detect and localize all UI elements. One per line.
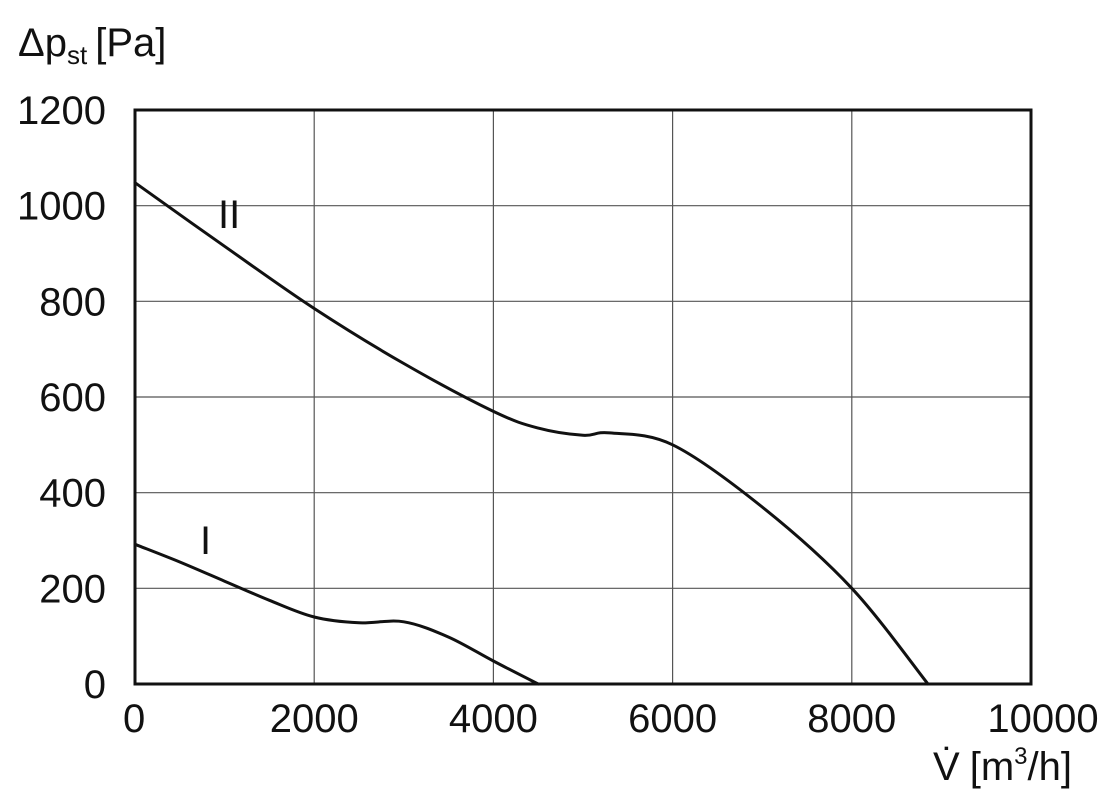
curve-label-i: I [200,519,211,563]
y-tick-label: 200 [39,567,106,611]
x-tick-label: 6000 [628,697,717,741]
x-tick-label: 8000 [807,697,896,741]
curve-label-ii: II [218,193,240,237]
x-tick-label: 0 [123,697,145,741]
x-tick-label: 10000 [987,697,1098,741]
curve-i [133,542,540,686]
x-tick-label: 2000 [270,697,359,741]
y-tick-label: 1000 [17,185,106,229]
curves [133,181,930,686]
grid-lines [134,109,1032,685]
y-tick-label: 400 [39,472,106,516]
x-tick-labels: 0 2000 4000 6000 8000 10000 [123,697,1099,741]
y-tick-label: 0 [84,663,106,707]
x-tick-label: 4000 [449,697,538,741]
y-tick-label: 600 [39,376,106,420]
y-tick-label: 1200 [17,89,106,133]
x-axis-title: V̇ [m3/h] [933,743,1072,789]
curve-ii [133,181,930,686]
plot-frame [133,108,1033,686]
y-axis-title: Δpst [Pa] [18,21,166,70]
y-tick-label: 800 [39,280,106,324]
y-tick-labels: 0 200 400 600 800 1000 1200 [17,89,106,707]
